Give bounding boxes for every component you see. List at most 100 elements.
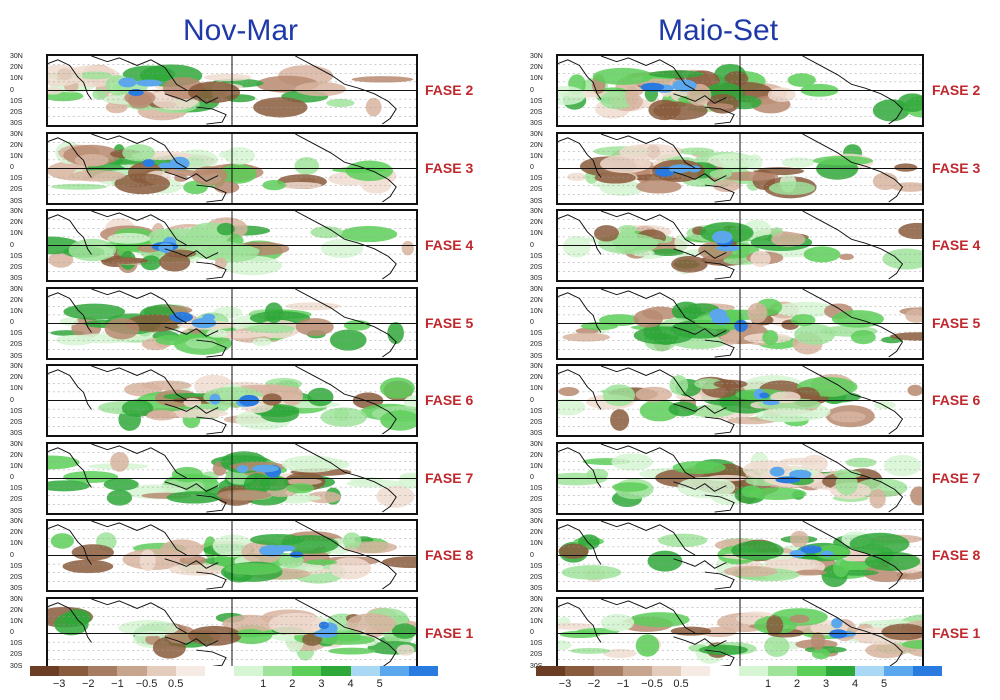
coastline <box>48 59 92 100</box>
negative-anomaly-patch <box>187 625 242 646</box>
anomaly-map <box>48 521 416 590</box>
positive-anomaly-patch <box>774 301 837 317</box>
colorbar-tick-label: 0.5 <box>673 678 689 690</box>
positive-anomaly-patch <box>391 622 416 639</box>
negative-anomaly-patch <box>869 488 886 508</box>
positive-anomaly-patch <box>55 334 95 345</box>
negative-anomaly-patch <box>100 257 149 264</box>
map-panel-maio-set-1 <box>556 54 924 127</box>
colorbar <box>536 666 942 676</box>
coastline <box>802 443 852 473</box>
colorbar-swatch <box>855 666 884 676</box>
colorbar-swatch <box>292 666 322 676</box>
positive-anomaly-patch <box>380 410 416 431</box>
negative-anomaly-patch <box>329 557 371 580</box>
positive-anomaly-patch <box>764 635 790 657</box>
negative-anomaly-patch <box>62 559 114 574</box>
latitude-label: 20N <box>10 219 23 227</box>
latitude-label: 10S <box>530 252 543 260</box>
latitude-label: 0 <box>530 474 534 481</box>
coastline <box>344 83 397 125</box>
coastline <box>600 133 696 168</box>
latitude-label: 20S <box>530 186 543 194</box>
phase-label: FASE 6 <box>425 392 474 408</box>
negative-anomaly-patch <box>307 490 342 503</box>
latitude-label: 0 <box>530 86 534 94</box>
anomaly-map <box>48 133 416 203</box>
coastline <box>600 288 696 323</box>
positive-anomaly-patch <box>224 563 282 575</box>
phase-label: FASE 2 <box>932 82 981 98</box>
anomaly-map <box>48 288 416 358</box>
positive-anomaly-patch <box>252 337 272 346</box>
latitude-label: 20S <box>530 341 543 349</box>
positive-anomaly-patch <box>50 183 108 190</box>
phase-label: FASE 4 <box>932 237 981 253</box>
coastline <box>600 211 696 246</box>
colorbar-swatch <box>175 666 205 676</box>
colorbar-swatch <box>536 666 565 676</box>
coastline <box>344 238 397 280</box>
coastline <box>164 558 219 569</box>
negative-anomaly-patch <box>713 379 748 389</box>
latitude-label: 10N <box>530 462 543 470</box>
coastline <box>164 325 219 337</box>
positive-anomaly-patch <box>326 98 355 108</box>
latitude-label: 30N <box>530 363 543 370</box>
negative-anomaly-patch <box>364 626 384 637</box>
negative-anomaly-patch <box>723 565 778 577</box>
latitude-label: 10N <box>10 307 23 315</box>
negative-anomaly-patch <box>268 612 324 635</box>
strong-anomaly-core <box>800 545 822 554</box>
positive-anomaly-patch <box>219 163 257 184</box>
strong-anomaly-core <box>672 79 697 92</box>
strong-anomaly-core <box>734 319 748 332</box>
positive-anomaly-patch <box>561 565 622 580</box>
negative-anomaly-patch <box>767 87 796 102</box>
latitude-label: 0 <box>10 396 14 404</box>
negative-anomaly-patch <box>881 623 922 640</box>
positive-anomaly-patch <box>635 633 660 657</box>
strong-anomaly-core <box>789 469 812 479</box>
latitude-label: 30N <box>530 440 543 448</box>
coastline <box>673 403 727 414</box>
positive-anomaly-patch <box>103 477 139 491</box>
negative-anomaly-patch <box>633 309 664 328</box>
negative-anomaly-patch <box>146 409 177 421</box>
positive-anomaly-patch <box>558 639 572 650</box>
map-panel-maio-set-5 <box>556 364 924 437</box>
coastline <box>196 571 227 590</box>
positive-anomaly-patch <box>833 558 849 578</box>
coastline <box>164 480 219 492</box>
positive-anomaly-patch <box>320 407 368 427</box>
colorbar-swatch <box>884 666 913 676</box>
coastline <box>558 59 602 100</box>
phase-label: FASE 7 <box>425 469 474 486</box>
latitude-label: 20S <box>530 651 543 659</box>
coastline <box>344 471 397 512</box>
colorbar-swatch <box>739 666 768 676</box>
strong-anomaly-core <box>158 242 174 253</box>
negative-anomaly-patch <box>789 530 809 548</box>
coastline <box>851 316 904 357</box>
negative-anomaly-patch <box>619 143 682 160</box>
negative-anomaly-patch <box>562 332 611 342</box>
negative-anomaly-patch <box>203 73 252 82</box>
negative-anomaly-patch <box>188 81 241 103</box>
coastline <box>673 635 727 647</box>
positive-anomaly-patch <box>755 408 819 423</box>
latitude-label: 0 <box>530 241 534 249</box>
negative-anomaly-patch <box>779 457 823 465</box>
coastline <box>802 366 852 395</box>
coastline <box>48 291 92 333</box>
colorbar-swatch <box>797 666 826 676</box>
coastline <box>673 248 727 259</box>
coastline <box>851 161 904 202</box>
latitude-label: 30N <box>10 285 23 293</box>
coastline <box>164 248 219 259</box>
latitude-label: 30N <box>530 130 543 138</box>
positive-anomaly-patch <box>264 301 284 323</box>
coastline <box>704 649 735 668</box>
positive-anomaly-patch <box>259 475 289 491</box>
positive-anomaly-patch <box>647 550 683 572</box>
